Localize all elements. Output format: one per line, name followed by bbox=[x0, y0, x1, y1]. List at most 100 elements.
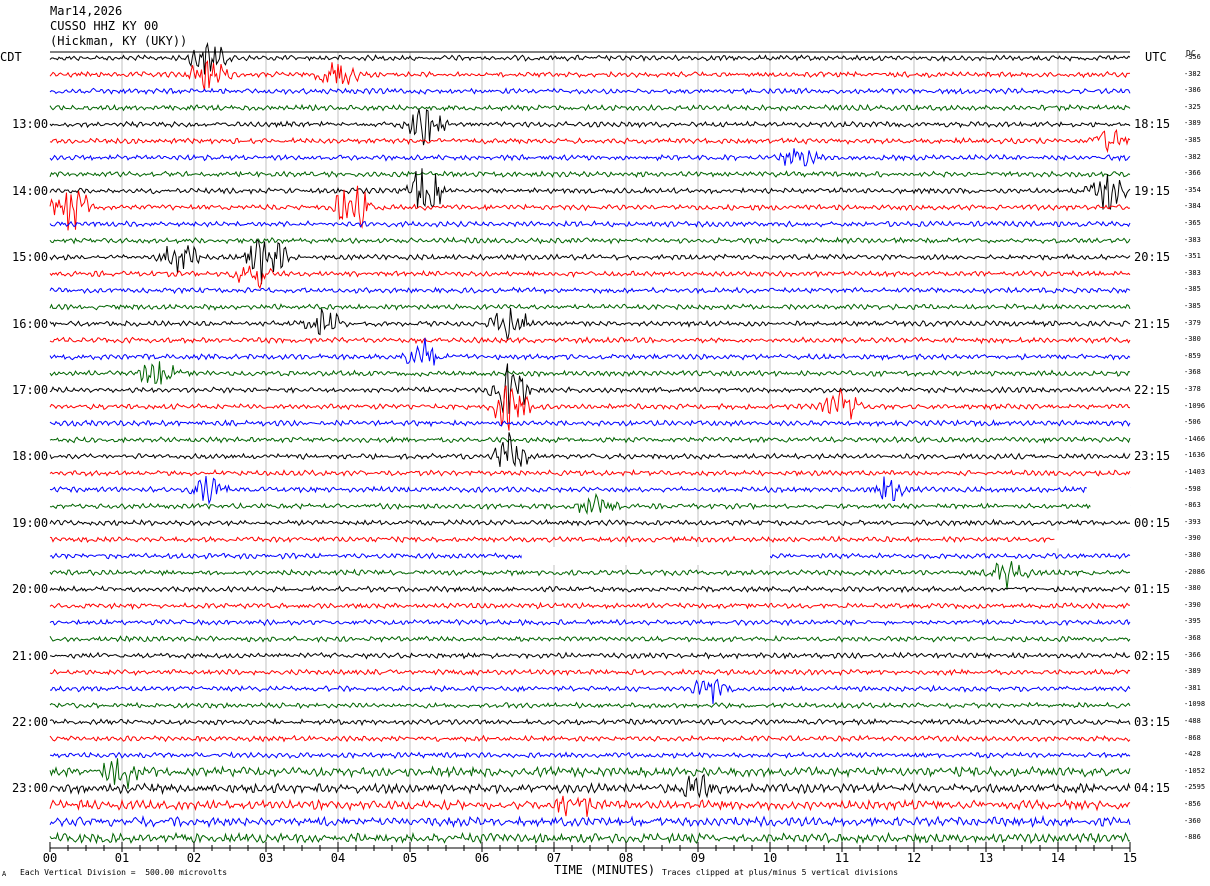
seismic-trace bbox=[49, 103, 1131, 112]
left-hour-label: 17:00 bbox=[12, 383, 49, 397]
seismic-trace bbox=[49, 108, 1131, 146]
seismic-trace bbox=[49, 219, 1131, 228]
seismic-trace bbox=[49, 41, 1131, 75]
seismic-trace bbox=[49, 361, 1131, 385]
seismic-trace bbox=[49, 419, 1131, 428]
dc-offset-label: -1096 bbox=[1184, 401, 1206, 410]
left-hour-label: 23:00 bbox=[12, 781, 49, 796]
data-gap bbox=[1090, 497, 1130, 516]
x-tick-label: 04 bbox=[331, 851, 345, 865]
dc-offset-label: -1466 bbox=[1184, 434, 1206, 443]
seismic-trace bbox=[49, 286, 1131, 295]
dc-offset-label: -393 bbox=[1184, 517, 1201, 526]
left-axis-title: CDT bbox=[0, 50, 22, 64]
corner-mark: A bbox=[2, 870, 7, 878]
left-hour-label: 16:00 bbox=[12, 316, 49, 331]
dc-offset-label: -859 bbox=[1184, 351, 1201, 360]
dc-offset-label: -390 bbox=[1184, 600, 1201, 609]
x-tick-label: 06 bbox=[475, 851, 489, 865]
x-tick-label: 09 bbox=[691, 851, 705, 865]
right-hour-label: 01:15 bbox=[1134, 582, 1171, 597]
seismic-trace bbox=[49, 651, 1131, 660]
seismic-trace bbox=[49, 236, 1131, 245]
seismic-trace bbox=[49, 385, 1131, 431]
dc-offset-label: -382 bbox=[1184, 152, 1201, 161]
dc-offset-label: -863 bbox=[1184, 501, 1201, 510]
dc-offset-label: -385 bbox=[1184, 302, 1201, 310]
dc-offset-label: -354 bbox=[1184, 185, 1201, 194]
seismic-trace bbox=[49, 185, 1131, 231]
right-hour-label: 18:15 bbox=[1134, 117, 1171, 132]
dc-offset-label: -368 bbox=[1184, 368, 1201, 377]
dc-offset-label: -378 bbox=[1184, 385, 1201, 393]
left-hour-label: 20:00 bbox=[12, 582, 49, 597]
right-hour-label: 03:15 bbox=[1134, 715, 1171, 729]
minute-grid bbox=[121, 52, 1059, 848]
data-gap bbox=[521, 547, 770, 565]
left-hour-label: 18:00 bbox=[12, 449, 49, 464]
seismic-trace bbox=[49, 432, 1131, 468]
right-hour-label: 02:15 bbox=[1134, 648, 1171, 663]
data-gap bbox=[1086, 480, 1130, 499]
x-axis-title: TIME (MINUTES) bbox=[554, 863, 656, 877]
right-axis-title: UTC bbox=[1145, 50, 1167, 64]
dc-offset-label: -386 bbox=[1184, 86, 1201, 95]
seismic-trace bbox=[49, 87, 1131, 96]
right-hour-label: 00:15 bbox=[1134, 515, 1171, 530]
right-hour-label: 04:15 bbox=[1134, 781, 1171, 796]
dc-offset-label: -380 bbox=[1184, 551, 1201, 559]
dc-offset-label: -379 bbox=[1184, 318, 1201, 327]
dc-offset-label: -380 bbox=[1184, 335, 1201, 344]
dc-offset-label: -356 bbox=[1184, 53, 1201, 61]
dc-offset-label: -1098 bbox=[1184, 700, 1206, 709]
dc-offset-label: -389 bbox=[1184, 119, 1201, 128]
right-hour-label: 19:15 bbox=[1134, 183, 1171, 198]
seismic-trace bbox=[49, 363, 1131, 414]
dc-offset-label: -383 bbox=[1184, 268, 1201, 277]
seismic-trace bbox=[49, 148, 1131, 167]
seismic-trace bbox=[49, 518, 1130, 527]
dc-title: DC bbox=[1186, 49, 1196, 58]
x-tick-label: 07 bbox=[547, 851, 561, 865]
dc-offset-label: -360 bbox=[1184, 816, 1201, 825]
seismic-trace bbox=[49, 303, 1131, 311]
seismic-trace bbox=[49, 535, 1131, 544]
seismic-trace bbox=[49, 634, 1131, 644]
seismic-trace bbox=[49, 773, 1131, 799]
seismic-traces bbox=[49, 41, 1131, 845]
seismic-trace bbox=[49, 814, 1131, 829]
dc-offset-label: -1636 bbox=[1184, 451, 1206, 460]
seismic-trace bbox=[49, 701, 1131, 710]
x-tick-label: 01 bbox=[115, 851, 129, 865]
x-tick-label: 05 bbox=[403, 851, 417, 865]
left-hour-label: 15:00 bbox=[12, 250, 49, 265]
seismic-trace bbox=[49, 492, 1131, 515]
seismic-trace bbox=[49, 60, 1131, 91]
dc-offset-label: -366 bbox=[1184, 169, 1201, 178]
left-hour-label: 19:00 bbox=[12, 515, 49, 530]
seismic-trace bbox=[49, 601, 1131, 611]
dc-offset-label: -2086 bbox=[1184, 567, 1206, 576]
x-tick-label: 03 bbox=[259, 851, 273, 865]
dc-offset-label: -389 bbox=[1184, 667, 1201, 676]
dc-offset-label: -886 bbox=[1184, 833, 1201, 842]
seismic-trace bbox=[49, 476, 1131, 506]
dc-offset-label: -868 bbox=[1184, 733, 1201, 742]
dc-offset-label: -598 bbox=[1184, 484, 1201, 493]
x-tick-label: 15 bbox=[1123, 851, 1137, 865]
seismic-trace bbox=[49, 795, 1131, 817]
dc-offset-label: -385 bbox=[1184, 136, 1201, 144]
left-hour-label: 22:00 bbox=[12, 715, 49, 729]
data-gap bbox=[1054, 530, 1130, 549]
dc-offset-label: -428 bbox=[1184, 750, 1201, 759]
dc-offset-label: -856 bbox=[1184, 800, 1201, 808]
dc-offset-label: -381 bbox=[1184, 683, 1201, 692]
right-hour-label: 20:15 bbox=[1134, 250, 1171, 265]
seismic-trace bbox=[49, 307, 1131, 341]
seismic-trace bbox=[49, 435, 1131, 445]
dc-offset-label: -506 bbox=[1184, 418, 1201, 427]
dc-offset-label: -395 bbox=[1184, 617, 1201, 626]
x-tick-label: 12 bbox=[907, 851, 921, 865]
x-tick-label: 14 bbox=[1051, 851, 1065, 865]
seismic-trace bbox=[49, 831, 1131, 845]
